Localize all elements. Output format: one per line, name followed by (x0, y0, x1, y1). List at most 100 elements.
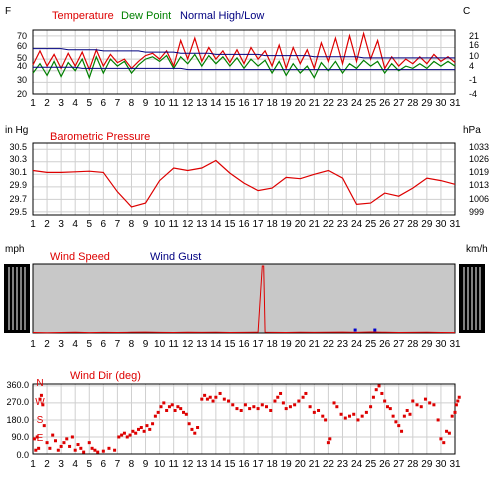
winddir-point (235, 407, 239, 411)
x-tick-label: 13 (196, 98, 208, 109)
temp-ytick: 70 (17, 31, 27, 41)
x-tick-label: 30 (435, 98, 447, 109)
winddir-point (79, 446, 83, 450)
plot-frame (32, 383, 456, 455)
winddir-point (288, 405, 292, 409)
wind-gust-point (353, 328, 357, 332)
x-tick-label: 27 (393, 339, 405, 350)
x-tick-label: 18 (267, 459, 279, 470)
pressure-ytick-right: 999 (469, 207, 484, 217)
x-tick-label: 2 (44, 98, 50, 109)
winddir-point (415, 403, 419, 407)
winddir-compass-letters: N W S E (35, 378, 45, 444)
winddir-point (37, 446, 41, 450)
x-tick-label: 15 (224, 339, 236, 350)
winddir-point (193, 431, 197, 435)
winddir-point (293, 403, 297, 407)
x-tick-label: 10 (154, 459, 166, 470)
x-tick-label: 13 (196, 459, 208, 470)
temp-x-ticks: 1 2 3 4 5 6 7 8 9 10 11 12 13 14 15 16 17 18 19 20 21 22 23 24 2… (30, 98, 461, 109)
winddir-point (128, 433, 132, 437)
winddir-point (445, 429, 449, 433)
x-tick-label: 14 (210, 459, 222, 470)
winddir-point (90, 446, 94, 450)
x-tick-label: 17 (253, 459, 265, 470)
x-tick-label: 5 (86, 339, 92, 350)
x-tick-label: 25 (365, 98, 377, 109)
temperature-line (32, 31, 456, 72)
x-tick-label: 9 (143, 459, 149, 470)
temperature-chart: F C Temperature Dew Point Normal High/Lo… (5, 6, 479, 109)
x-tick-label: 15 (224, 219, 236, 230)
x-tick-label: 30 (435, 339, 447, 350)
x-tick-label: 15 (224, 459, 236, 470)
winddir-point (321, 414, 325, 418)
winddir-point (447, 431, 451, 435)
x-tick-label: 9 (143, 98, 149, 109)
winddir-point (45, 441, 49, 445)
winddir-point (339, 412, 343, 416)
winddir-point (423, 397, 427, 401)
x-tick-label: 28 (407, 219, 419, 230)
x-tick-label: 19 (281, 339, 293, 350)
winddir-point (419, 405, 423, 409)
winddir-point (93, 448, 97, 452)
temp-ytick: 60 (17, 41, 27, 51)
x-tick-label: 29 (421, 459, 433, 470)
wind-right-unit: km/h (466, 244, 488, 255)
x-tick-label: 20 (295, 459, 307, 470)
winddir-point (32, 437, 36, 441)
winddir-point (312, 410, 316, 414)
winddir-point (182, 410, 186, 414)
winddir-point (214, 395, 218, 399)
plot-frame (32, 142, 456, 216)
x-tick-label: 24 (351, 339, 363, 350)
x-tick-label: 16 (238, 219, 250, 230)
x-tick-label: 31 (449, 219, 461, 230)
winddir-point (227, 399, 231, 403)
winddir-point (173, 408, 177, 412)
x-tick-label: 29 (421, 339, 433, 350)
x-tick-label: 25 (365, 219, 377, 230)
x-tick-label: 20 (295, 219, 307, 230)
temp-grid (32, 29, 456, 95)
x-tick-label: 27 (393, 219, 405, 230)
winddir-point (39, 393, 43, 397)
winddir-point (335, 405, 339, 409)
winddir-point (348, 414, 351, 418)
winddir-point (408, 412, 412, 416)
winddir-point (41, 403, 45, 407)
temp-y-ticks-right: -4 -1 4 10 16 21 (469, 31, 479, 99)
compass-s: S (37, 415, 44, 426)
temp-ytick-right: 4 (469, 61, 474, 71)
winddir-point (68, 444, 72, 448)
winddir-point (411, 399, 415, 403)
normal-low-line (33, 66, 455, 71)
x-tick-label: 6 (101, 98, 107, 109)
x-tick-label: 19 (281, 459, 293, 470)
winddir-point (256, 407, 260, 411)
x-tick-label: 10 (154, 98, 166, 109)
winddir-point (343, 416, 347, 420)
x-tick-label: 13 (196, 339, 208, 350)
x-tick-label: 27 (393, 98, 405, 109)
winddir-grid (32, 383, 456, 455)
winddir-point (269, 408, 273, 412)
x-tick-label: 7 (115, 459, 121, 470)
x-tick-label: 13 (196, 219, 208, 230)
winddir-point (243, 403, 247, 407)
x-tick-label: 12 (182, 98, 194, 109)
winddir-chart: Wind Dir (deg) N W S E 0.0 90.0 180.0 27… (6, 370, 461, 470)
x-tick-label: 5 (86, 459, 92, 470)
x-tick-label: 2 (44, 339, 50, 350)
x-tick-label: 14 (210, 339, 222, 350)
compass-e: E (37, 433, 44, 444)
temp-ytick-right: 16 (469, 40, 479, 50)
x-tick-label: 6 (101, 339, 107, 350)
pressure-ytick: 30.3 (9, 154, 27, 164)
wind-speed-line (32, 265, 456, 334)
legend-wind-gust: Wind Gust (150, 251, 201, 263)
x-tick-label: 26 (379, 98, 391, 109)
x-tick-label: 18 (267, 339, 279, 350)
